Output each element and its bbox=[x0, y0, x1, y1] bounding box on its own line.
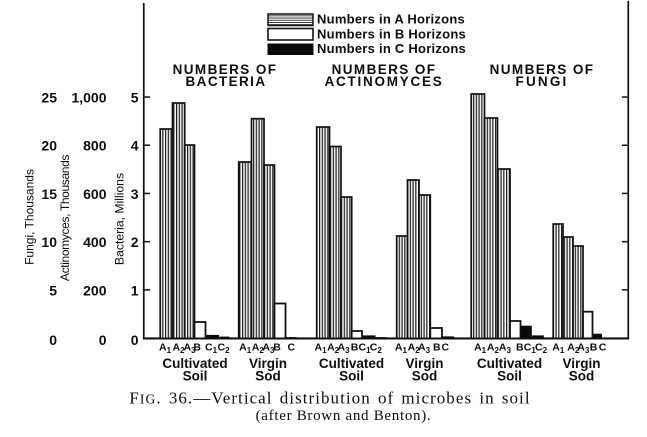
svg-text:Soil: Soil bbox=[183, 368, 208, 383]
svg-text:1: 1 bbox=[131, 282, 139, 298]
svg-text:Sod: Sod bbox=[255, 368, 281, 383]
svg-text:20: 20 bbox=[41, 138, 57, 154]
svg-text:Actinomyces, Thousands: Actinomyces, Thousands bbox=[58, 155, 72, 281]
svg-text:B: B bbox=[433, 342, 441, 354]
svg-text:C: C bbox=[442, 342, 450, 354]
svg-text:Cultivated: Cultivated bbox=[477, 356, 542, 371]
svg-text:0: 0 bbox=[49, 332, 57, 348]
svg-text:C2: C2 bbox=[217, 342, 230, 356]
svg-text:Numbers in C Horizons: Numbers in C Horizons bbox=[317, 41, 466, 56]
svg-text:Sod: Sod bbox=[569, 368, 595, 383]
svg-text:800: 800 bbox=[83, 138, 107, 154]
svg-text:A1: A1 bbox=[239, 342, 252, 356]
svg-text:0: 0 bbox=[99, 332, 107, 348]
svg-text:A1: A1 bbox=[395, 342, 408, 356]
svg-text:A2: A2 bbox=[487, 342, 500, 356]
svg-text:Bacteria, Millions: Bacteria, Millions bbox=[113, 173, 127, 265]
svg-text:A1: A1 bbox=[159, 342, 172, 356]
svg-text:A3: A3 bbox=[577, 342, 590, 356]
svg-text:Virgin: Virgin bbox=[562, 356, 600, 371]
svg-text:Cultivated: Cultivated bbox=[162, 356, 227, 371]
svg-text:B: B bbox=[516, 342, 524, 354]
svg-text:3: 3 bbox=[131, 186, 139, 202]
svg-text:BACTERIA: BACTERIA bbox=[186, 74, 267, 89]
svg-text:NUMBERS OF: NUMBERS OF bbox=[490, 62, 595, 77]
svg-text:A1: A1 bbox=[314, 342, 327, 356]
svg-text:NUMBERS OF: NUMBERS OF bbox=[173, 62, 278, 77]
svg-text:200: 200 bbox=[83, 282, 107, 298]
svg-text:B: B bbox=[351, 342, 359, 354]
svg-text:C: C bbox=[599, 342, 607, 354]
svg-text:Soil: Soil bbox=[497, 368, 522, 383]
svg-text:FUNGI: FUNGI bbox=[516, 74, 569, 89]
svg-text:2: 2 bbox=[131, 234, 139, 250]
svg-text:Numbers in A Horizons: Numbers in A Horizons bbox=[317, 11, 465, 26]
svg-text:Virgin: Virgin bbox=[405, 356, 443, 371]
svg-text:FIG. 36.—Vertical distribution: FIG. 36.—Vertical distribution of microb… bbox=[129, 389, 530, 408]
svg-text:4: 4 bbox=[131, 138, 139, 154]
svg-text:25: 25 bbox=[41, 90, 57, 106]
svg-text:15: 15 bbox=[41, 186, 57, 202]
svg-text:Virgin: Virgin bbox=[249, 356, 287, 371]
svg-text:10: 10 bbox=[41, 234, 57, 250]
svg-text:A1: A1 bbox=[474, 342, 487, 356]
svg-text:400: 400 bbox=[83, 234, 107, 250]
svg-text:5: 5 bbox=[49, 282, 57, 298]
svg-text:5: 5 bbox=[131, 90, 139, 106]
svg-text:Numbers in B Horizons: Numbers in B Horizons bbox=[317, 27, 466, 42]
svg-text:Fungi, Thousands: Fungi, Thousands bbox=[22, 169, 36, 265]
svg-text:Cultivated: Cultivated bbox=[319, 356, 384, 371]
svg-text:C: C bbox=[288, 342, 296, 354]
svg-text:1,000: 1,000 bbox=[71, 90, 106, 106]
svg-text:C2: C2 bbox=[370, 342, 383, 356]
svg-text:C1: C1 bbox=[205, 342, 218, 356]
svg-text:NUMBERS OF: NUMBERS OF bbox=[332, 62, 437, 77]
svg-text:B: B bbox=[193, 342, 201, 354]
svg-text:A3: A3 bbox=[418, 342, 431, 356]
svg-text:B: B bbox=[273, 342, 281, 354]
svg-text:(after Brown and Benton).: (after Brown and Benton). bbox=[256, 408, 432, 424]
svg-text:Soil: Soil bbox=[339, 368, 364, 383]
svg-text:600: 600 bbox=[83, 186, 107, 202]
svg-text:B: B bbox=[590, 342, 598, 354]
svg-text:A3: A3 bbox=[499, 342, 512, 356]
svg-text:C2: C2 bbox=[535, 342, 548, 356]
svg-text:A3: A3 bbox=[337, 342, 350, 356]
svg-text:A1: A1 bbox=[552, 342, 565, 356]
svg-text:0: 0 bbox=[131, 332, 139, 348]
svg-text:Sod: Sod bbox=[412, 368, 438, 383]
svg-text:ACTINOMYCES: ACTINOMYCES bbox=[324, 74, 443, 89]
